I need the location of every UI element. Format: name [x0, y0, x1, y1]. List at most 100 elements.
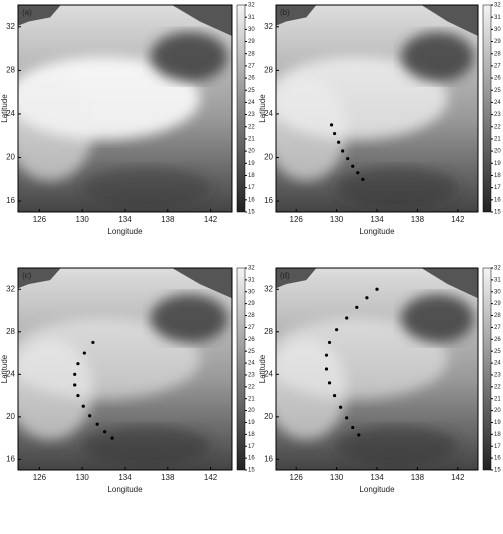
colorbar-label: 21	[248, 396, 255, 402]
track-point	[73, 383, 77, 387]
colorbar-label: 31	[494, 277, 501, 283]
y-tick-label: 28	[264, 65, 273, 74]
cold-s	[336, 425, 458, 466]
x-tick-label: 138	[161, 473, 175, 482]
colorbar-label: 26	[494, 337, 501, 343]
colorbar-label: 17	[494, 185, 501, 191]
colorbar-label: 26	[494, 76, 501, 82]
land	[18, 5, 232, 37]
colorbar-label: 18	[248, 432, 255, 438]
track-point	[76, 393, 80, 398]
x-tick-label: 126	[33, 473, 47, 482]
x-tick-label: 130	[330, 215, 344, 224]
land	[276, 5, 478, 37]
colorbar-label: 16	[494, 456, 501, 462]
track-point	[356, 171, 360, 175]
track-point	[361, 177, 365, 181]
x-axis-label: Longitude	[107, 485, 143, 494]
colorbar-label: 17	[248, 185, 255, 191]
track-point	[345, 316, 349, 320]
y-axis-label: Latitude	[0, 94, 9, 123]
colorbar-label: 17	[494, 444, 501, 450]
colorbar-label: 19	[248, 420, 255, 426]
x-tick-label: 130	[76, 473, 90, 482]
colorbar-label: 20	[248, 408, 255, 414]
y-tick-label: 20	[6, 412, 15, 421]
colorbar-label: 25	[494, 88, 501, 94]
track-point	[332, 393, 337, 398]
track-point	[110, 436, 114, 440]
colorbar	[236, 267, 246, 471]
track-point	[324, 353, 329, 357]
track-point	[335, 328, 339, 332]
colorbar-label: 24	[494, 100, 501, 106]
colorbar-label: 24	[248, 100, 255, 106]
colorbar-label: 31	[248, 15, 255, 21]
colorbar-label: 19	[494, 420, 501, 426]
x-tick-label: 134	[118, 215, 132, 224]
y-tick-label: 20	[264, 412, 273, 421]
colorbar-label: 15	[248, 468, 255, 474]
y-tick-label: 32	[264, 22, 273, 31]
map-area	[18, 5, 232, 212]
track-point	[81, 404, 85, 408]
colorbar-label: 21	[494, 137, 501, 143]
track-point	[332, 131, 337, 136]
cold-s	[82, 425, 211, 466]
track-point	[327, 381, 332, 385]
colorbar-label: 22	[248, 124, 255, 130]
colorbar-label: 22	[248, 384, 255, 390]
y-tick-label: 16	[6, 196, 15, 205]
track-point	[346, 157, 350, 161]
y-tick-label: 32	[6, 284, 15, 293]
x-tick-label: 138	[411, 215, 425, 224]
colorbar-label: 32	[248, 266, 255, 272]
cold-s	[336, 166, 458, 208]
colorbar-label: 22	[494, 384, 501, 390]
track-point	[337, 140, 341, 144]
y-tick-label: 24	[264, 109, 273, 118]
y-tick-label: 16	[6, 454, 15, 463]
cold-ne	[150, 31, 228, 82]
x-tick-label: 126	[33, 215, 47, 224]
y-tick-label: 32	[6, 22, 15, 31]
colorbar-label: 31	[494, 15, 501, 21]
colorbar-label: 19	[248, 161, 255, 167]
track-point	[324, 367, 329, 371]
colorbar-label: 23	[248, 112, 255, 118]
x-tick-label: 126	[290, 473, 304, 482]
warm-west	[276, 338, 347, 440]
y-tick-label: 16	[264, 454, 273, 463]
colorbar-label: 28	[494, 313, 501, 319]
cold-ne	[150, 294, 228, 343]
colorbar-label: 25	[248, 349, 255, 355]
warm-west	[18, 338, 93, 440]
colorbar-label: 26	[248, 337, 255, 343]
x-tick-label: 142	[451, 215, 465, 224]
colorbar-label: 20	[494, 149, 501, 155]
land	[18, 268, 232, 299]
panel-label: (d)	[280, 271, 290, 280]
cold-s	[82, 166, 211, 208]
track-point	[73, 372, 77, 376]
colorbar-label: 21	[248, 137, 255, 143]
y-tick-label: 16	[264, 196, 273, 205]
y-tick-label: 24	[6, 369, 15, 378]
y-tick-label: 24	[6, 109, 15, 118]
track-point	[339, 405, 343, 409]
y-tick-label: 20	[264, 153, 273, 162]
track-point	[375, 287, 379, 291]
track-point	[355, 305, 359, 309]
colorbar-label: 18	[494, 432, 501, 438]
panel-label: (a)	[22, 8, 32, 17]
colorbar-label: 16	[494, 197, 501, 203]
colorbar-label: 24	[248, 361, 255, 367]
colorbar-label: 23	[494, 373, 501, 379]
warm-west	[276, 77, 347, 181]
x-tick-label: 134	[118, 473, 132, 482]
track-point	[82, 351, 86, 355]
cold-ne	[401, 294, 474, 343]
track-point	[95, 422, 99, 426]
